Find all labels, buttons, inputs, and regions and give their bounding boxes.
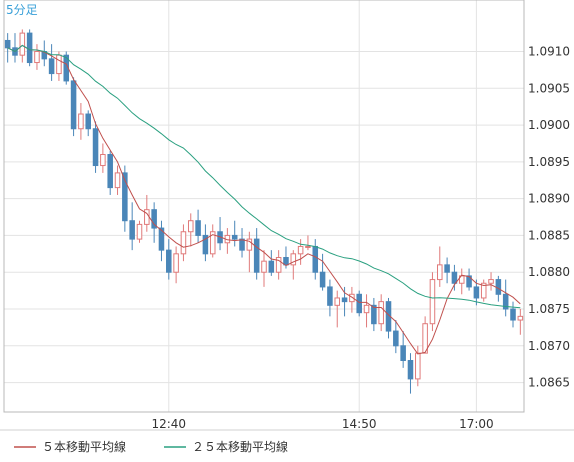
y-tick-label: 1.0865: [528, 376, 570, 390]
y-tick-label: 1.0890: [528, 192, 570, 206]
candle-body: [444, 264, 450, 273]
candle-body: [341, 297, 348, 303]
candle-body: [19, 32, 26, 56]
candle-body: [297, 245, 304, 255]
candle-body: [319, 271, 326, 288]
candle-body: [393, 330, 399, 347]
candle-body: [415, 352, 421, 380]
x-tick-label: 17:00: [459, 417, 494, 431]
x-tick-label: 12:40: [151, 417, 186, 431]
y-tick-label: 1.0880: [528, 265, 570, 279]
x-tick-label: 14:50: [342, 417, 377, 431]
moving-average-lines: [7, 44, 521, 355]
candle-body: [34, 51, 40, 64]
y-tick-label: 1.0885: [528, 228, 570, 242]
candle-body: [371, 304, 377, 325]
candle-body: [312, 245, 319, 273]
candle-body: [261, 260, 267, 273]
candle-body: [437, 264, 443, 281]
candle-body: [422, 323, 428, 354]
candle-body: [78, 113, 84, 130]
candle-body: [488, 279, 494, 284]
candle-body: [129, 220, 135, 240]
candle-body: [429, 279, 436, 325]
candle-body: [473, 286, 480, 299]
period-label: 5分足: [6, 3, 38, 17]
plot-frame: [3, 0, 525, 413]
candle-body: [356, 293, 362, 314]
y-tick-label: 1.0910: [528, 45, 570, 59]
candle-body: [239, 238, 245, 251]
candle-body: [400, 345, 406, 361]
candle-body: [334, 297, 341, 306]
candle-body: [48, 58, 55, 75]
candle-body: [378, 301, 384, 325]
candle-body: [275, 257, 282, 273]
candle-body: [246, 238, 253, 251]
candle-body: [231, 234, 238, 240]
ma25-line: [7, 44, 521, 309]
legend: ５本移動平均線 ２５本移動平均線: [14, 439, 288, 454]
legend-label-ma25: ２５本移動平均線: [192, 439, 288, 454]
legend-label-ma5: ５本移動平均線: [42, 439, 126, 454]
candle-body: [70, 80, 77, 130]
candle-body: [92, 128, 99, 167]
y-tick-label: 1.0895: [528, 155, 570, 169]
candle-body: [173, 253, 179, 273]
candle-body: [290, 253, 297, 266]
candle-body: [195, 220, 201, 236]
candle-body: [4, 39, 11, 49]
candle-body: [253, 238, 260, 273]
candle-body: [327, 286, 333, 306]
candle-body: [107, 154, 113, 189]
candle-body: [136, 223, 143, 240]
candle-body: [187, 220, 194, 233]
candle-body: [502, 293, 509, 310]
candle-body: [349, 293, 355, 303]
candle-body: [166, 249, 172, 273]
candle-body: [407, 360, 414, 380]
candle-body: [122, 172, 128, 222]
candle-body: [510, 308, 516, 321]
candle-body: [56, 54, 62, 75]
candle-body: [158, 227, 165, 251]
candle-body: [466, 275, 472, 288]
candle-body: [363, 304, 370, 314]
y-tick-label: 1.0905: [528, 81, 570, 95]
candle-body: [209, 231, 216, 255]
candle-body: [480, 282, 487, 299]
ma5-line: [7, 44, 521, 355]
candle-body: [305, 245, 311, 248]
candle-body: [151, 209, 157, 229]
y-tick-label: 1.0875: [528, 302, 570, 316]
candle-body: [26, 32, 33, 64]
y-axis-ticks: 1.0910 1.0905 1.0900 1.0895 1.0890 1.0885 1.08…: [528, 45, 570, 390]
candle-body: [202, 234, 209, 255]
candle-body: [517, 315, 524, 321]
candle-body: [114, 172, 121, 189]
candles: [4, 29, 524, 394]
y-tick-label: 1.0900: [528, 118, 570, 132]
candle-body: [268, 260, 275, 273]
y-tick-label: 1.0870: [528, 339, 570, 353]
candle-body: [283, 257, 289, 266]
candle-body: [495, 279, 502, 295]
candle-body: [85, 113, 91, 130]
candle-body: [451, 271, 458, 284]
candle-body: [180, 231, 187, 255]
candle-body: [100, 154, 106, 167]
